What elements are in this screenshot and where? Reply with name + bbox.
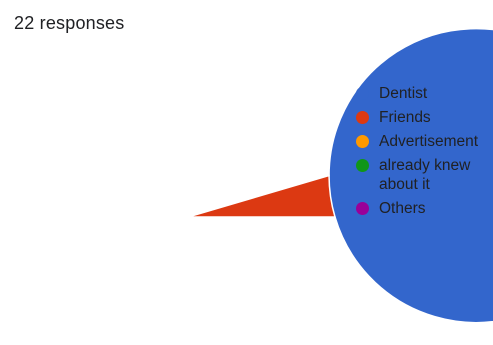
chart-legend: Dentist Friends Advertisement already knew … [356, 84, 493, 223]
legend-label: Others [379, 200, 426, 217]
legend-dot [356, 202, 369, 215]
legend-label: already knew about it [379, 157, 471, 193]
legend-dot [356, 159, 369, 172]
legend-dot [356, 135, 369, 148]
legend-item[interactable]: Friends [356, 108, 493, 127]
legend-item[interactable]: Advertisement [356, 132, 493, 151]
pie-labels: 95.5% [47, 224, 90, 241]
legend-label: Advertisement [379, 133, 479, 150]
pie-slice-label: 95.5% [47, 224, 90, 241]
pie-slice-friends[interactable] [187, 174, 337, 218]
legend-label: Friends [379, 109, 431, 126]
pie-slices [187, 27, 493, 324]
legend-item[interactable]: Others [356, 199, 493, 218]
pie-slice-dentist[interactable] [187, 27, 493, 324]
legend-dot [356, 111, 369, 124]
legend-item[interactable]: already knew about it [356, 156, 493, 194]
legend-label: Dentist [379, 85, 428, 102]
legend-dot [356, 87, 369, 100]
response-count: 22 responses [14, 13, 125, 33]
legend-item[interactable]: Dentist [356, 84, 493, 103]
